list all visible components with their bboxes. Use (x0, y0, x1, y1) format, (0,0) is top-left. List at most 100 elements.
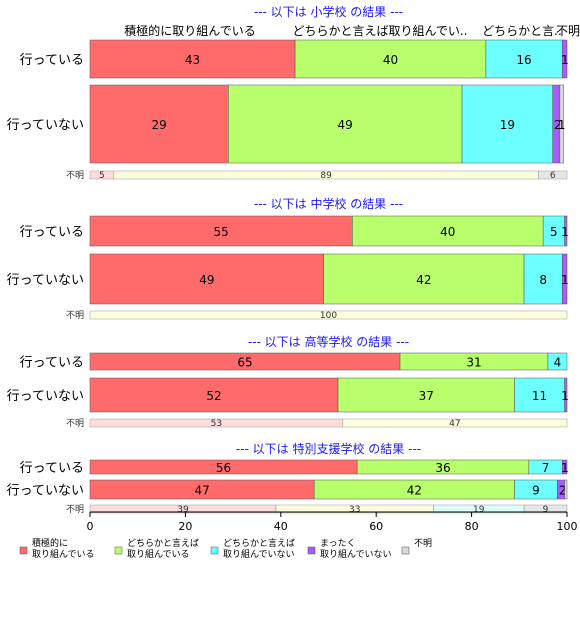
data-label: 1 (558, 118, 566, 132)
legend-label: どちらかと言えば (127, 537, 199, 549)
bar-segment (523, 253, 563, 305)
fumei-value: 6 (550, 171, 556, 181)
bar-row: 行っていない 47 42 9 2 (7, 479, 568, 500)
fumei-value: 9 (543, 505, 549, 515)
legend-label: 取り組んでいない (223, 548, 295, 560)
bar-segment (485, 39, 563, 79)
bar-row: 行っていない 49 42 8 1 (7, 253, 569, 305)
tick-label: 60 (369, 520, 383, 533)
bar-segment (337, 377, 515, 413)
bar-segment (559, 84, 564, 164)
legend-item: 不明 (401, 538, 432, 555)
tick-label: 40 (274, 520, 288, 533)
fumei-label: 不明 (66, 170, 84, 181)
data-label: 7 (542, 461, 550, 475)
data-label: 65 (237, 356, 252, 370)
category-label: 行っていない (7, 389, 84, 404)
tick-label: 100 (557, 520, 578, 533)
category-label: 行っている (20, 53, 84, 68)
data-label: 5 (550, 225, 558, 239)
fumei-value: 33 (349, 505, 360, 515)
data-label: 9 (532, 484, 540, 498)
legend-label: 取り組んでいる (32, 548, 95, 560)
top-header-labels: 積極的に取り組んでいる どちらかと言えば取り組んでい.. どちらかと言..不明 (124, 23, 580, 38)
data-label: 29 (152, 118, 167, 132)
data-label: 4 (554, 356, 562, 370)
bar-row: 行っていない 29 49 19 21 (7, 84, 566, 164)
bar-row: 行っている 56 36 7 1 (20, 459, 569, 476)
top-header-label: どちらかと言.. (482, 24, 562, 38)
data-label: 42 (416, 273, 431, 287)
bar-row: 行っている 65 31 4 (20, 352, 568, 371)
bar-segment (352, 215, 544, 247)
legend-label: 取り組んでいる (127, 548, 190, 560)
bar-segment (564, 377, 568, 413)
panel-3: --- 以下は 高等学校 の結果 --- 行っている 65 31 4 行っていない 52 37… (7, 334, 569, 429)
bar-segment (564, 479, 568, 500)
legend: 積極的に取り組んでいるどちらかと言えば取り組んでいるどちらかと言えば取り組んでい… (19, 537, 432, 560)
category-label: 行っていない (7, 273, 84, 288)
category-label: 行っている (20, 225, 84, 240)
bar-segment (514, 377, 565, 413)
legend-label: 不明 (414, 538, 432, 549)
fumei-label: 不明 (66, 418, 84, 429)
bar-segment (461, 84, 553, 164)
fumei-segment (342, 418, 568, 428)
data-label: 1 (561, 53, 569, 67)
data-label: 31 (466, 356, 481, 370)
legend-swatch (307, 546, 316, 555)
fumei-label: 不明 (66, 504, 84, 515)
panel-title: --- 以下は 特別支援学校 の結果 --- (236, 441, 421, 456)
legend-label: 積極的に (32, 537, 68, 549)
fumei-value: 5 (99, 171, 105, 181)
bar-row: 行っていない 52 37 11 1 (7, 377, 569, 413)
fumei-segment (89, 310, 568, 320)
bar-segment (89, 39, 296, 79)
bar-segment (564, 215, 568, 247)
legend-label: まったく (320, 538, 356, 549)
category-label: 行っていない (7, 484, 84, 499)
legend-swatch (114, 546, 123, 555)
x-axis: 0 20 40 60 80 100 (87, 511, 578, 533)
data-label: 49 (338, 118, 353, 132)
category-label: 行っていない (7, 118, 84, 133)
bar-segment (89, 377, 339, 413)
bar-segment (294, 39, 487, 79)
fumei-value: 39 (177, 505, 189, 515)
bar-segment (561, 253, 568, 305)
data-label: 16 (516, 53, 531, 67)
category-label: 行っている (20, 356, 84, 371)
data-label: 1 (561, 273, 569, 287)
tick-label: 80 (465, 520, 479, 533)
legend-label: 取り組んでいない (320, 548, 392, 560)
bar-segment (561, 39, 568, 79)
bar-segment (561, 459, 568, 475)
bar-segment (547, 352, 568, 371)
fumei-value: 89 (320, 171, 332, 181)
legend-item: 積極的に取り組んでいる (19, 537, 95, 560)
data-label: 55 (214, 225, 229, 239)
data-label: 42 (407, 484, 422, 498)
fumei-segment (523, 504, 568, 514)
bar-segment (89, 84, 229, 164)
data-label: 1 (561, 389, 569, 403)
panel-title: --- 以下は 小学校 の結果 --- (254, 4, 403, 19)
top-header-label: 積極的に取り組んでいる (124, 23, 255, 38)
legend-swatch (19, 546, 28, 555)
fumei-label: 不明 (66, 310, 84, 321)
legend-label: どちらかと言えば (223, 537, 295, 549)
data-label: 36 (435, 461, 450, 475)
data-label: 11 (532, 389, 547, 403)
bar-row: 行っている 55 40 5 1 (20, 215, 569, 247)
fumei-row: 不明 53 47 (66, 418, 568, 429)
chart-panels: 積極的に取り組んでいる どちらかと言えば取り組んでい.. どちらかと言..不明 ---… (7, 4, 580, 515)
data-label: 2 (554, 118, 562, 132)
fumei-value: 53 (211, 419, 222, 429)
fumei-row: 不明 39 33 19 9 (66, 504, 568, 515)
